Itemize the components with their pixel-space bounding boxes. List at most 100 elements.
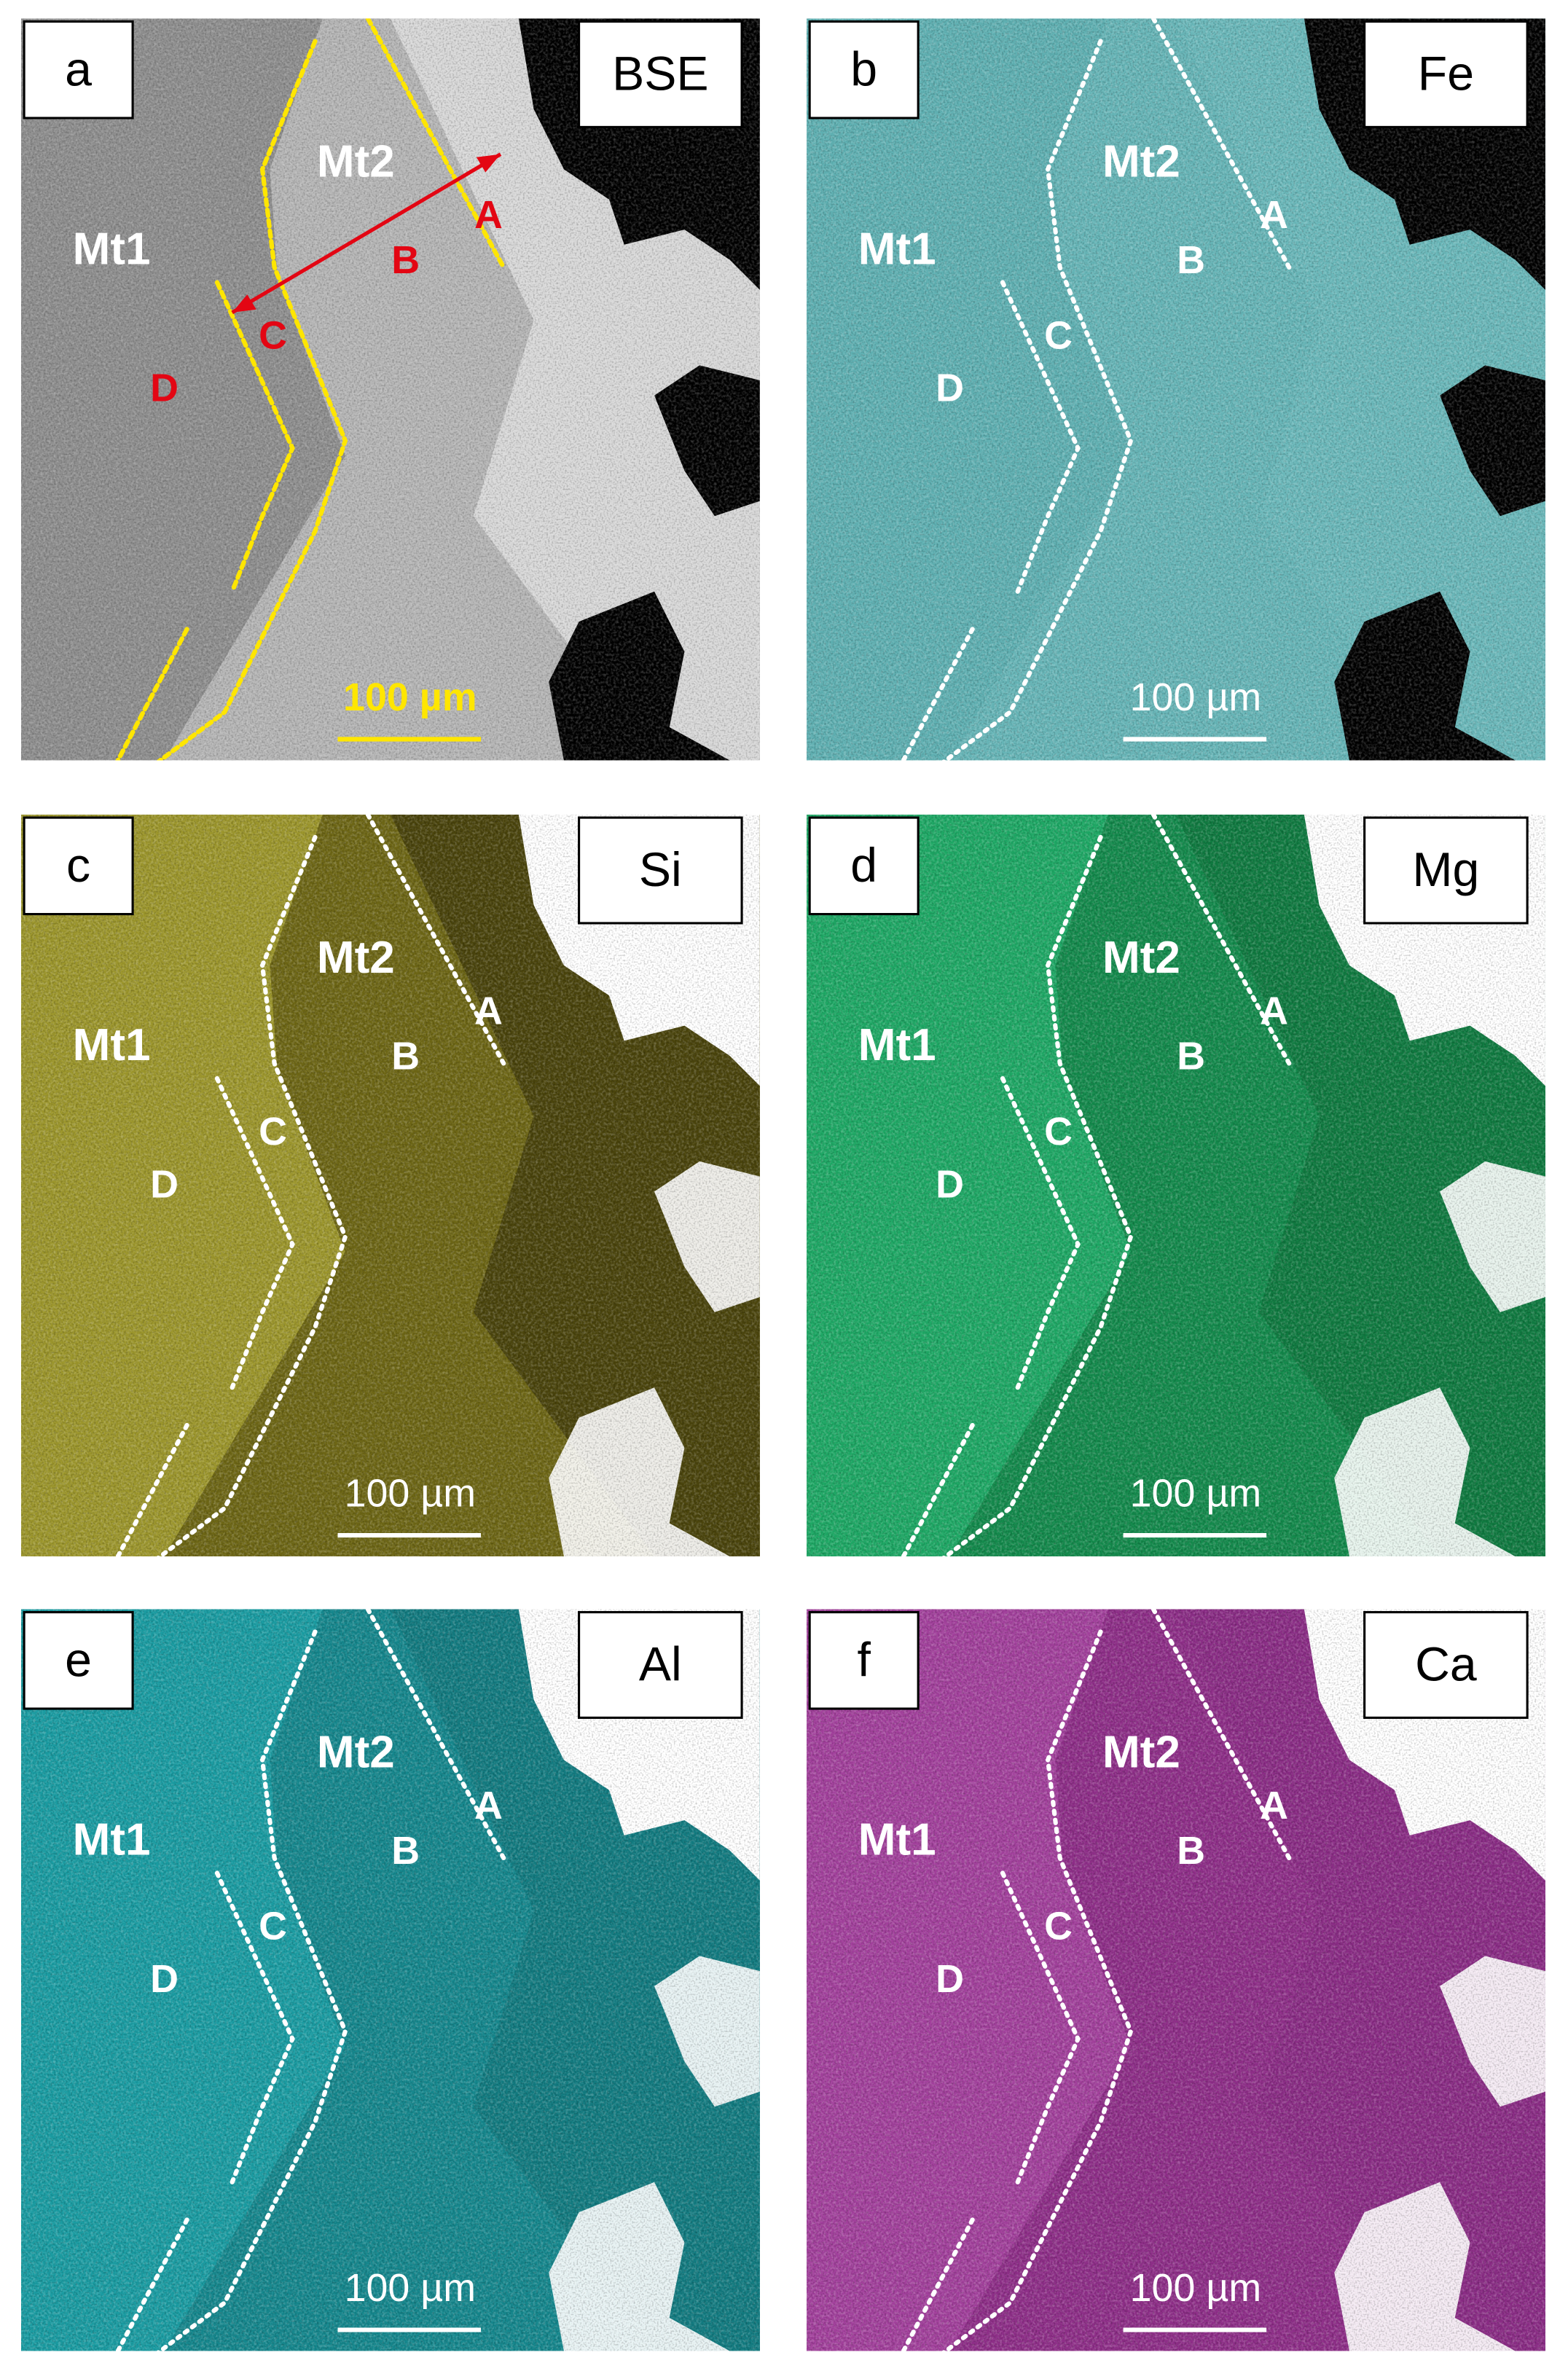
region-label: Mt2 (1102, 1728, 1180, 1778)
micrograph (807, 814, 1545, 1557)
boundary-line (1150, 18, 1292, 270)
panel: e Al Mt1 Mt2 A B C D 100 µm (20, 1609, 760, 2351)
panel: a BSE Mt1 Mt2 A B C D 100 µm (20, 18, 760, 761)
boundary-line (365, 18, 506, 270)
panel-letter-box (808, 1611, 920, 1710)
boundary-line (115, 2217, 189, 2351)
texture (807, 1609, 1545, 2351)
panel-letter: a (65, 42, 92, 96)
boundary-line (901, 1422, 975, 1557)
panel-letter: c (66, 839, 90, 893)
panel-letter-box (23, 1611, 134, 1710)
boundary-line (156, 39, 348, 761)
scale-bar-label: 100 µm (1130, 1471, 1262, 1515)
region-label: B (1177, 1034, 1205, 1078)
scale-bar-label: 100 µm (345, 1471, 477, 1515)
boundary-line (156, 834, 348, 1557)
boundary-line (901, 627, 975, 761)
region-label: Mt1 (73, 1815, 151, 1865)
region-label: A (474, 1784, 503, 1827)
region-label: A (474, 989, 503, 1032)
micrograph (20, 1609, 760, 2351)
scale-bar-label: 100 µm (343, 675, 477, 719)
element-label: Al (639, 1638, 682, 1692)
boundary-line (115, 1422, 189, 1557)
element-box (1363, 1611, 1529, 1719)
region-label: C (259, 1904, 287, 1948)
region-label: B (391, 238, 420, 282)
region-label: B (1177, 1829, 1205, 1873)
region-label: Mt1 (858, 1020, 936, 1070)
micrograph (807, 1609, 1545, 2351)
region-label: C (259, 1110, 287, 1153)
element-label: Si (639, 843, 682, 897)
boundary-line (365, 1609, 506, 1860)
element-box (578, 20, 743, 128)
element-box (1363, 816, 1529, 925)
boundary-line (214, 1870, 295, 2184)
region-label: Mt2 (1102, 933, 1180, 983)
region-label: Mt2 (317, 1728, 395, 1778)
boundary-line (941, 1629, 1134, 2351)
region-label: A (1260, 1784, 1288, 1827)
region-label: Mt1 (73, 224, 151, 275)
element-label: BSE (612, 47, 708, 101)
element-label: Fe (1418, 47, 1474, 101)
region-label: B (391, 1829, 420, 1873)
region-label: C (1044, 313, 1073, 357)
region-label: C (1044, 1110, 1073, 1153)
element-box (1363, 20, 1529, 128)
texture (20, 1609, 760, 2351)
boundary-line (901, 2217, 975, 2351)
panel-letter: f (857, 1633, 871, 1687)
boundary-line (1000, 1870, 1081, 2184)
micrograph (20, 814, 760, 1557)
panel: d Mg Mt1 Mt2 A B C D 100 µm (807, 814, 1545, 1557)
region-label: Mt1 (858, 224, 936, 275)
panel: b Fe Mt1 Mt2 A B C D 100 µm (807, 18, 1545, 761)
boundary-line (1150, 814, 1292, 1066)
region-label: D (150, 367, 179, 410)
boundary-line (214, 280, 295, 594)
region-label: Mt1 (858, 1815, 936, 1865)
region-label: D (936, 1957, 964, 2001)
region-label: A (1260, 193, 1288, 237)
boundary-line (941, 834, 1134, 1557)
region-label: D (936, 367, 964, 410)
micrograph (807, 18, 1545, 761)
region-label: D (936, 1162, 964, 1206)
element-label: Ca (1415, 1638, 1477, 1692)
panel-letter: e (65, 1633, 92, 1687)
panel: c Si Mt1 Mt2 A B C D 100 µm (20, 814, 760, 1557)
texture (20, 18, 760, 761)
panel-letter: b (850, 42, 877, 96)
boundary-line (1000, 1075, 1081, 1390)
texture (20, 814, 760, 1557)
profile-arrow (231, 152, 502, 315)
boundary-line (1000, 280, 1081, 594)
scale-bar-label: 100 µm (1130, 2266, 1262, 2310)
panel-letter-box (808, 20, 920, 119)
panel-letter: d (850, 839, 877, 893)
element-label: Mg (1412, 843, 1479, 897)
panel-letter-box (808, 816, 920, 916)
region-label: Mt2 (1102, 137, 1180, 187)
region-label: Mt2 (317, 933, 395, 983)
region-label: A (1260, 989, 1288, 1032)
boundary-line (156, 1629, 348, 2351)
region-label: C (259, 313, 287, 357)
region-label: D (150, 1162, 179, 1206)
region-label: A (474, 193, 503, 237)
element-box (578, 1611, 743, 1719)
scale-bar-label: 100 µm (1130, 675, 1262, 719)
boundary-line (1150, 1609, 1292, 1860)
element-box (578, 816, 743, 925)
panel-letter-box (23, 816, 134, 916)
panel-letter-box (23, 20, 134, 119)
texture (807, 18, 1545, 761)
micrograph (20, 18, 760, 761)
region-label: Mt2 (317, 137, 395, 187)
panel: f Ca Mt1 Mt2 A B C D 100 µm (807, 1609, 1545, 2351)
